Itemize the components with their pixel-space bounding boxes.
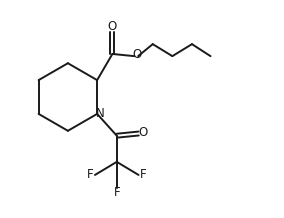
Text: O: O <box>108 20 117 33</box>
Text: F: F <box>140 169 147 181</box>
Text: F: F <box>87 169 93 181</box>
Text: N: N <box>95 107 104 120</box>
Text: O: O <box>139 126 148 139</box>
Text: O: O <box>133 48 142 61</box>
Text: F: F <box>113 186 120 199</box>
